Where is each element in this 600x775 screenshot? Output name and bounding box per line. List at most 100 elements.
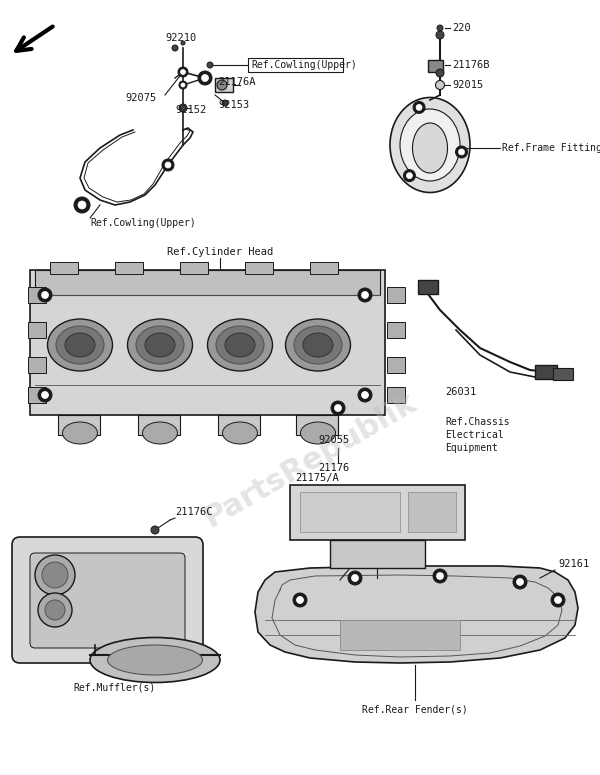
Circle shape [151,526,159,534]
Bar [28,387,46,403]
Ellipse shape [294,326,342,364]
Circle shape [436,81,445,89]
Ellipse shape [128,319,193,371]
Text: 220: 220 [452,23,471,33]
Text: 26031: 26031 [445,387,476,397]
Circle shape [38,388,52,402]
Ellipse shape [145,333,175,357]
Circle shape [458,149,464,155]
Circle shape [361,391,368,398]
Circle shape [358,288,372,302]
Text: 92153: 92153 [218,100,249,110]
Circle shape [165,162,171,168]
Bar [340,620,460,650]
Bar [387,287,405,303]
Circle shape [433,569,447,583]
Circle shape [331,401,345,415]
Text: Ref.Cowling(Upper): Ref.Cowling(Upper) [251,60,357,70]
Ellipse shape [107,645,203,675]
Bar [115,262,143,274]
Ellipse shape [47,319,113,371]
Circle shape [554,597,562,604]
Text: Ref.Muffler(s): Ref.Muffler(s) [74,683,156,693]
FancyBboxPatch shape [30,553,185,648]
Circle shape [42,562,68,588]
Bar [28,287,46,303]
Bar [330,540,425,568]
Circle shape [78,201,86,209]
Circle shape [172,45,178,51]
Polygon shape [255,566,578,663]
Circle shape [162,159,174,171]
Bar [50,262,78,274]
Text: Ref.Frame Fittings: Ref.Frame Fittings [502,143,600,153]
Circle shape [202,74,209,81]
Circle shape [513,575,527,589]
Text: PartsRepublik: PartsRepublik [199,388,421,532]
Circle shape [348,571,362,585]
Bar [290,485,465,540]
Bar [296,415,338,435]
Circle shape [41,291,49,298]
Ellipse shape [400,109,460,181]
Bar [535,365,557,379]
Ellipse shape [223,422,257,444]
Bar [180,262,208,274]
Text: 92210: 92210 [165,33,196,43]
Ellipse shape [143,422,178,444]
Circle shape [335,405,341,412]
Circle shape [38,593,72,627]
Bar [300,492,400,532]
Bar [245,262,273,274]
Circle shape [222,100,228,106]
Bar [553,368,573,380]
Circle shape [181,83,185,87]
Circle shape [296,597,304,604]
FancyBboxPatch shape [12,537,203,663]
Bar [35,270,380,295]
Bar [218,415,260,435]
Text: Ref.Chassis: Ref.Chassis [445,417,509,427]
Circle shape [207,62,213,68]
Text: 21176B: 21176B [452,60,490,70]
Circle shape [361,291,368,298]
Circle shape [74,197,90,213]
Circle shape [181,41,185,45]
Circle shape [436,69,444,77]
Text: Ref.Rear Fender(s): Ref.Rear Fender(s) [362,705,468,715]
Circle shape [437,25,443,31]
Circle shape [551,593,565,607]
Circle shape [181,70,185,74]
Text: Electrical: Electrical [445,430,504,440]
Bar [408,492,456,532]
Text: Ref.Cowling(Upper): Ref.Cowling(Upper) [90,218,196,228]
Ellipse shape [56,326,104,364]
Text: 92015: 92015 [452,80,483,90]
Ellipse shape [286,319,350,371]
Bar [387,387,405,403]
Circle shape [217,80,227,90]
FancyBboxPatch shape [30,270,385,415]
Circle shape [38,288,52,302]
Ellipse shape [136,326,184,364]
Text: 92055: 92055 [318,435,349,445]
Circle shape [35,555,75,595]
Circle shape [352,574,359,581]
Bar [310,262,338,274]
Circle shape [178,67,188,77]
Circle shape [179,81,187,89]
Text: Equipment: Equipment [445,443,498,453]
Bar [138,415,180,435]
Text: 21176A: 21176A [218,77,256,87]
Ellipse shape [225,333,255,357]
Circle shape [179,104,187,112]
Bar [387,322,405,338]
Circle shape [358,388,372,402]
Ellipse shape [413,123,448,173]
Bar [248,58,343,72]
Circle shape [416,105,422,110]
Circle shape [437,573,443,580]
Circle shape [406,173,412,179]
Bar [428,60,443,72]
Bar [28,357,46,373]
